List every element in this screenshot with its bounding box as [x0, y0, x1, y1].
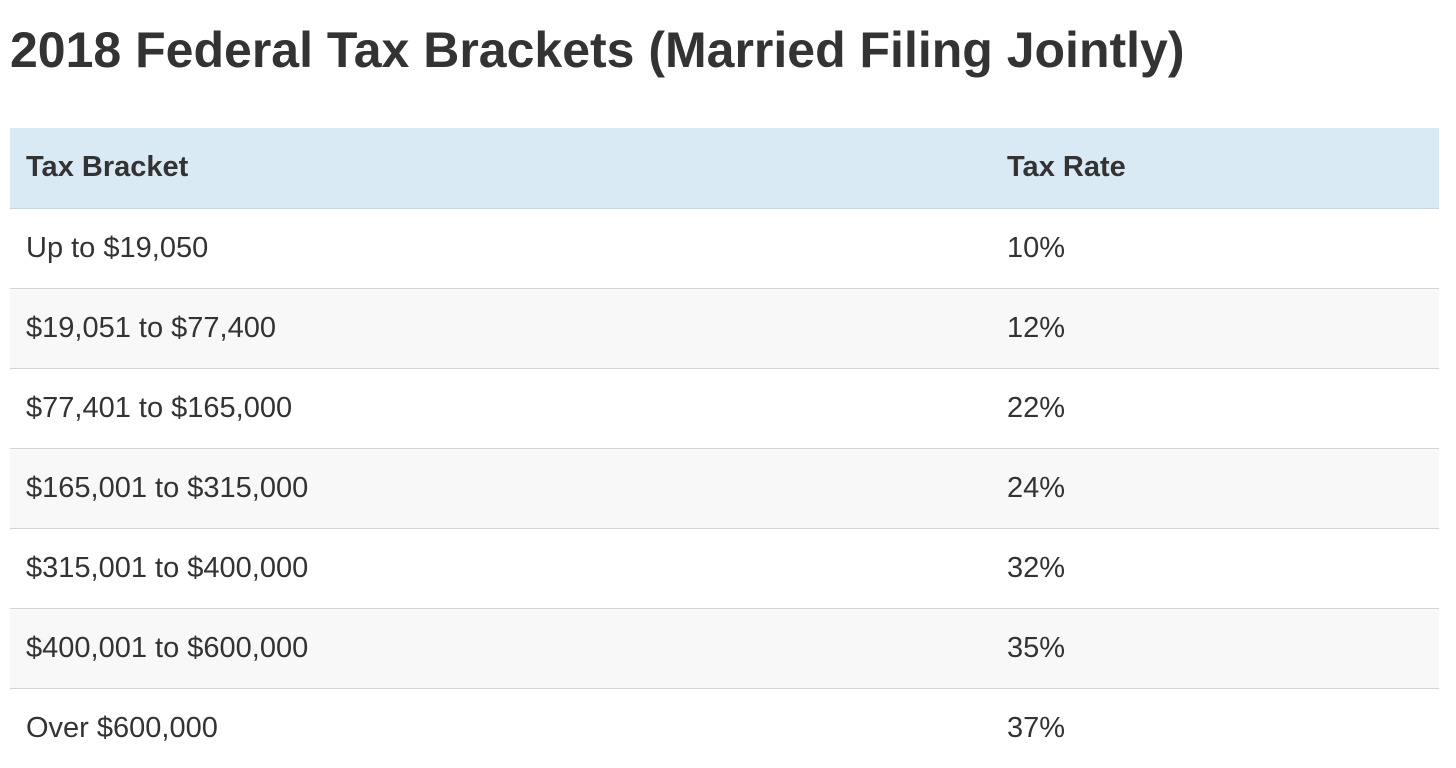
bracket-cell: Up to $19,050 — [10, 208, 991, 289]
table-row: Over $600,000 37% — [10, 688, 1439, 768]
rate-cell: 12% — [991, 288, 1439, 369]
rate-cell: 22% — [991, 368, 1439, 449]
rate-cell: 24% — [991, 448, 1439, 529]
column-header-tax-rate: Tax Rate — [991, 128, 1439, 209]
rate-cell: 10% — [991, 208, 1439, 289]
bracket-cell: $77,401 to $165,000 — [10, 368, 991, 449]
table-row: $400,001 to $600,000 35% — [10, 608, 1439, 689]
table-row: $165,001 to $315,000 24% — [10, 448, 1439, 529]
table-row: Up to $19,050 10% — [10, 208, 1439, 289]
bracket-cell: $19,051 to $77,400 — [10, 288, 991, 369]
rate-cell: 35% — [991, 608, 1439, 689]
tax-bracket-table: Tax Bracket Tax Rate Up to $19,050 10% $… — [10, 128, 1439, 768]
table-row: $315,001 to $400,000 32% — [10, 528, 1439, 609]
table-header: Tax Bracket Tax Rate — [10, 128, 1439, 209]
bracket-cell: $315,001 to $400,000 — [10, 528, 991, 609]
bracket-cell: $400,001 to $600,000 — [10, 608, 991, 689]
table-row: $77,401 to $165,000 22% — [10, 368, 1439, 449]
table-row: $19,051 to $77,400 12% — [10, 288, 1439, 369]
rate-cell: 37% — [1007, 711, 1066, 744]
bracket-cell: $165,001 to $315,000 — [10, 448, 991, 529]
table-header-row: Tax Bracket Tax Rate — [10, 128, 1439, 209]
rate-cell: 32% — [991, 528, 1439, 609]
bracket-cell: Over $600,000 — [26, 711, 218, 744]
table-body: Up to $19,050 10% $19,051 to $77,400 12%… — [10, 208, 1439, 768]
page-title: 2018 Federal Tax Brackets (Married Filin… — [10, 22, 1185, 78]
column-header-tax-bracket: Tax Bracket — [10, 128, 991, 209]
